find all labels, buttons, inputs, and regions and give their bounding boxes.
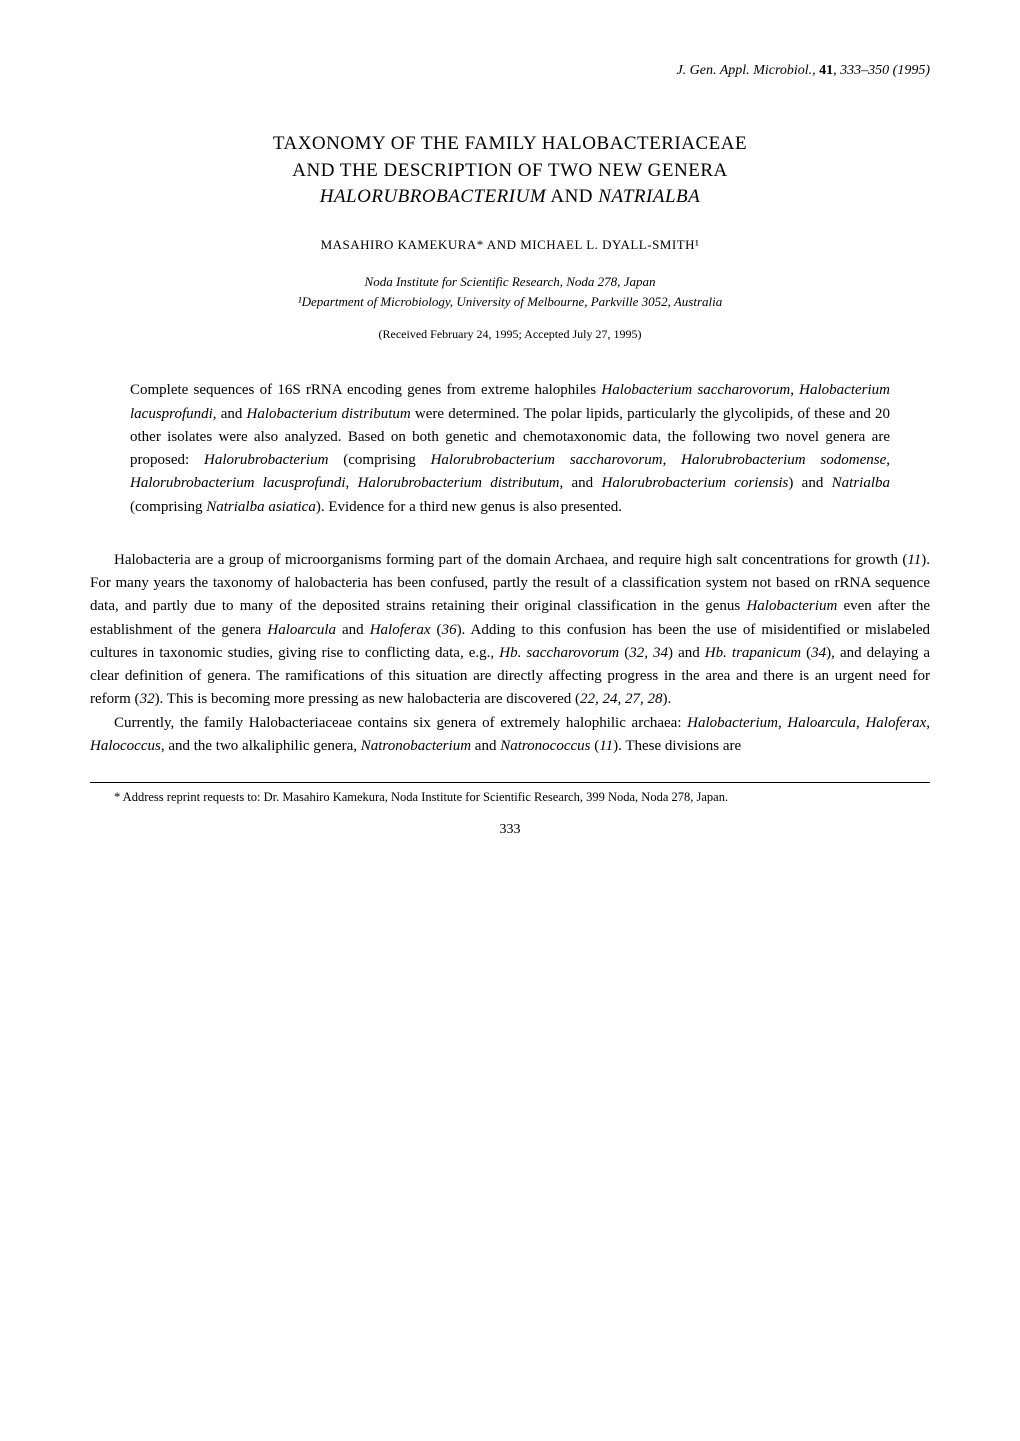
journal-volume: 41 [819,63,833,78]
journal-name: J. Gen. Appl. Microbiol. [676,63,812,78]
page-number: 333 [90,819,930,840]
title-line-3: HALORUBROBACTERIUM AND NATRIALBA [90,184,930,211]
journal-year: (1995) [893,63,930,78]
affiliation-2: ¹Department of Microbiology, University … [90,292,930,312]
article-title: TAXONOMY OF THE FAMILY HALOBACTERIACEAE … [90,131,930,211]
paragraph-1: Halobacteria are a group of microorganis… [90,549,930,712]
paragraph-2: Currently, the family Halobacteriaceae c… [90,712,930,759]
affiliations: Noda Institute for Scientific Research, … [90,272,930,311]
authors: MASAHIRO KAMEKURA* AND MICHAEL L. DYALL-… [90,235,930,255]
journal-pages: 333–350 [840,63,889,78]
footnote-separator [90,782,930,783]
journal-header: J. Gen. Appl. Microbiol., 41, 333–350 (1… [90,60,930,81]
title-genus-1: HALORUBROBACTERIUM [320,186,546,207]
received-dates: (Received February 24, 1995; Accepted Ju… [90,325,930,343]
body-text: Halobacteria are a group of microorganis… [90,549,930,758]
title-line-2: AND THE DESCRIPTION OF TWO NEW GENERA [90,158,930,185]
footnote: * Address reprint requests to: Dr. Masah… [90,789,930,807]
abstract: Complete sequences of 16S rRNA encoding … [130,379,890,519]
title-genus-2: NATRIALBA [598,186,700,207]
affiliation-1: Noda Institute for Scientific Research, … [90,272,930,292]
title-line-1: TAXONOMY OF THE FAMILY HALOBACTERIACEAE [90,131,930,158]
